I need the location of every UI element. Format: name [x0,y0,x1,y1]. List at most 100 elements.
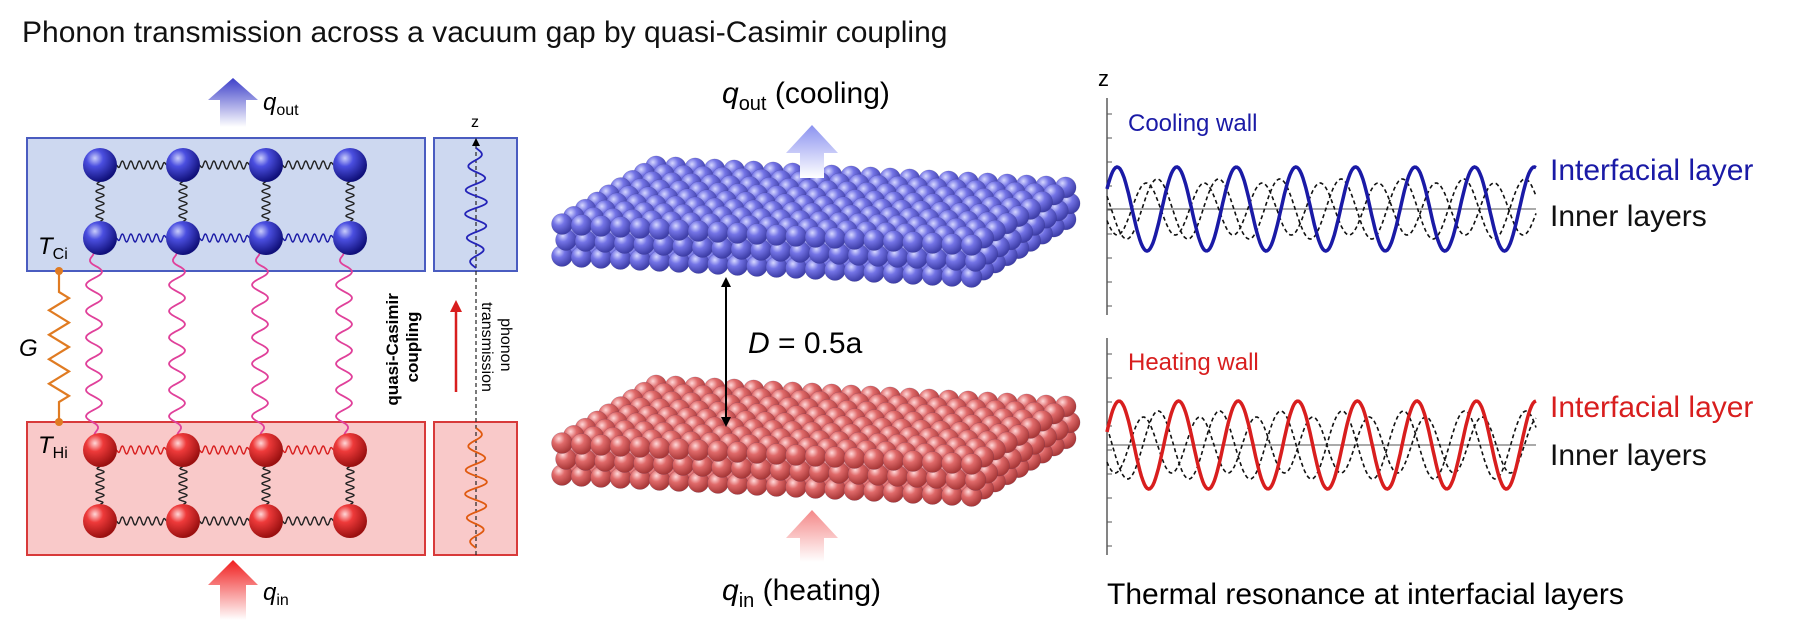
blue-atom [166,221,200,255]
vertical-spring [95,180,105,223]
thermal-conductance-spring [46,271,72,422]
slab-atom [921,232,944,254]
right-panel: z Cooling wall Interfacial layer Inner l… [1098,66,1753,611]
blue-atom [166,148,200,182]
middle-panel: qout (cooling) D = 0.5a qin (heating) [551,77,1081,612]
red-atom [249,433,283,467]
g-zigzag [46,271,72,422]
right-caption: Thermal resonance at interfacial layers [1107,578,1624,611]
slab-atom [902,450,924,472]
red-atom [83,433,117,467]
phonon-label: phonon transmission [478,302,514,392]
gap-label: D = 0.5a [748,327,863,360]
t-ci-label: TCi [38,233,68,263]
heating-wave-trace [464,427,488,549]
g-label: G [19,335,38,362]
slab-atom [785,225,807,247]
red-atom [333,433,367,467]
slab-atom [746,223,768,245]
casimir-spring [251,251,269,437]
slab-atom [843,447,866,469]
heating-slab [551,374,1081,507]
slab-atom [960,453,983,475]
slab-atom [668,438,690,460]
cooling-inner-layer-curve [1106,178,1537,240]
slab-atom [785,444,807,466]
slab-atom [882,449,905,471]
heating-inner-layer-curve [1106,410,1537,480]
casimir-spring [168,251,186,437]
q-out-cooling-arrow [786,125,838,178]
heating-inner-layer-curve [1106,416,1537,474]
slab-atom [941,452,963,474]
vertical-spring [95,465,105,506]
cooling-interfacial-layer-curve [1105,165,1537,253]
blue-atom [83,221,117,255]
slab-atom [648,437,671,459]
slab-atom [648,218,671,240]
red-atom [83,504,117,538]
cooling-plot-ticks [1107,113,1112,307]
cooling-interfacial-label: Interfacial layer [1550,154,1753,187]
horizontal-spring [198,233,251,243]
heating-plot-ticks [1107,353,1112,547]
horizontal-spring [281,233,335,243]
slab-atom [960,234,983,256]
q-in-heating-arrow [786,510,838,562]
slab-atom [941,233,963,255]
horizontal-spring [115,445,168,455]
heating-wall-title: Heating wall [1128,349,1259,376]
slab-atom [882,230,905,252]
horizontal-spring [115,233,168,243]
heating-interfacial-label: Interfacial layer [1550,391,1753,424]
slab-atom [590,215,612,237]
slab-atom [551,432,573,454]
q-in-heating-label: qin (heating) [722,574,881,612]
horizontal-spring [115,516,168,526]
g-terminal-top [55,267,63,275]
cooling-inner-layer-curve [1106,182,1537,236]
slab-atom [726,222,749,244]
slab-atom [843,228,866,250]
lattice-springs [85,160,355,526]
slab-atom [765,443,788,465]
vertical-spring [261,180,271,223]
blue-atom [83,148,117,182]
q-in-label: qin [263,579,289,609]
coupling-label: quasi-Casimir coupling [383,288,422,405]
horizontal-spring [198,160,251,170]
slab-atom [863,448,885,470]
casimir-spring [335,251,353,437]
slab-atom [921,451,944,473]
cooling-inner-label: Inner layers [1550,200,1707,233]
red-atom [166,504,200,538]
q-out-cooling-label: qout (cooling) [722,77,890,115]
horizontal-spring [281,160,335,170]
slab-atom [902,231,924,253]
lattice-atoms [83,148,367,538]
horizontal-spring [115,160,168,170]
cooling-wave-trace [464,147,488,269]
vertical-spring [345,180,355,223]
slab-atom [824,446,846,468]
slab-atom [765,224,788,246]
vertical-spring [261,465,271,506]
slab-atom [609,216,632,238]
casimir-spring [85,251,103,437]
g-terminal-bottom [55,418,63,426]
z-axis-label: z [471,114,479,131]
slab-atom [726,441,749,463]
red-atom [333,504,367,538]
slab-atom [570,214,593,236]
cooling-slab [551,155,1081,288]
heating-interfacial-layer-curve [1105,399,1537,491]
slab-atom [707,221,729,243]
horizontal-spring [198,516,251,526]
slab-atom [804,445,827,467]
page-title: Phonon transmission across a vacuum gap … [22,16,947,49]
horizontal-spring [281,445,335,455]
blue-atom [333,221,367,255]
t-hi-label: THi [38,432,68,462]
right-z-label: z [1098,66,1109,91]
